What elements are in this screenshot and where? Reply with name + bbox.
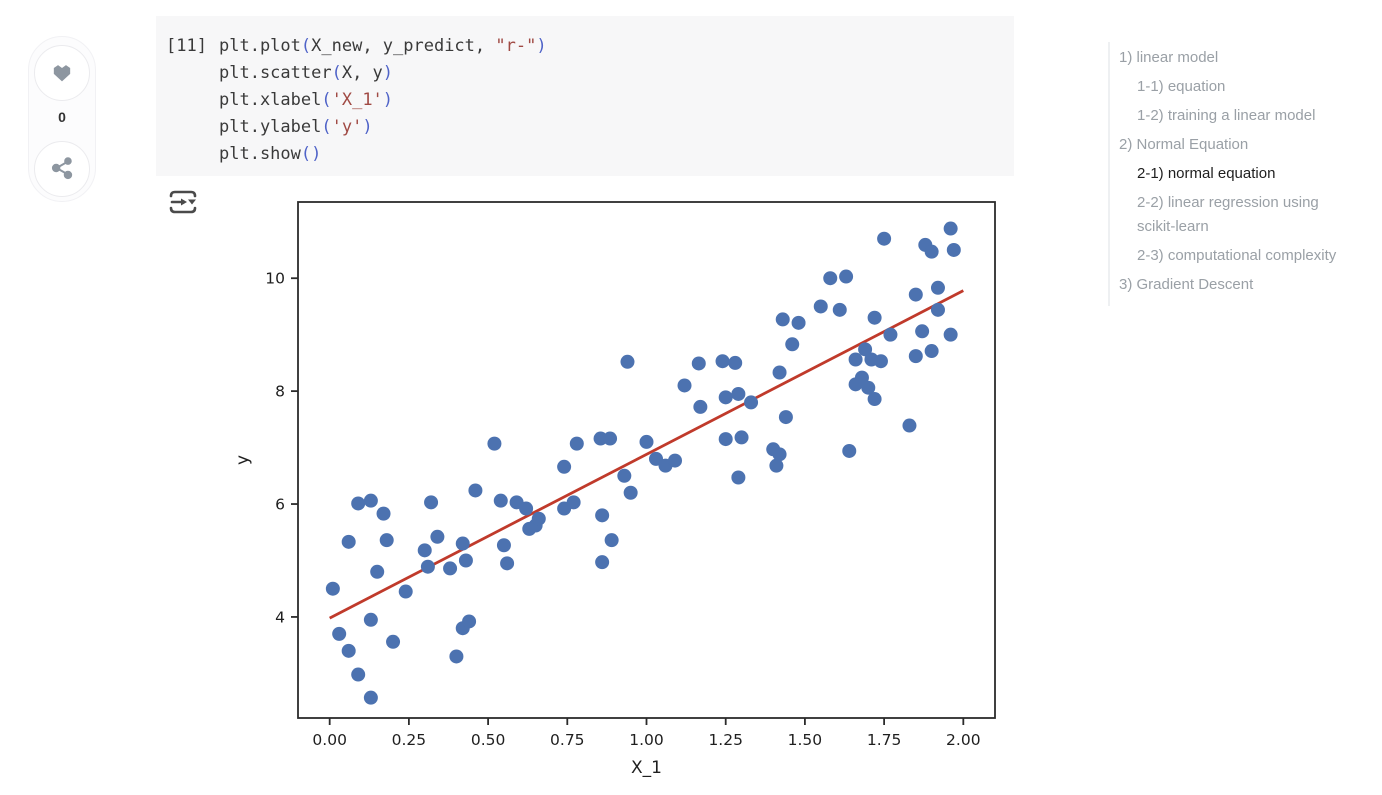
- code-token: "r-": [495, 36, 537, 56]
- x-tick-label: 1.25: [708, 731, 743, 749]
- regression-line: [329, 289, 964, 620]
- figure-output: 0.00 0.25 0.50 0.75 1.00 1.25 1.50 1.75 2.00 4 6 8 1…: [230, 190, 1030, 790]
- x-tick-label: 1.75: [867, 731, 902, 749]
- code-token: (: [331, 63, 342, 83]
- y-tick-label: 4: [275, 608, 285, 626]
- code-token: X, y: [341, 63, 383, 83]
- scatter-plot: 0.00 0.25 0.50 0.75 1.00 1.25 1.50 1.75 2.00 4 6 8 1…: [233, 201, 996, 778]
- x-tick-label: 1.00: [629, 731, 664, 749]
- table-of-contents: 1) linear model 1-1) equation 1-2) trainin…: [1108, 42, 1360, 306]
- code-token: (: [300, 36, 312, 56]
- code-token: ): [382, 90, 394, 110]
- code-token: ): [362, 117, 373, 137]
- y-tick-label: 6: [275, 496, 285, 514]
- code-content: plt.plot(X_new, y_predict, "r-") plt.sca…: [219, 33, 547, 168]
- y-axis-ticks: 4 6 8 10: [265, 270, 298, 626]
- code-token: ): [382, 63, 394, 83]
- code-token: ): [536, 36, 547, 56]
- axes-box: [297, 201, 996, 719]
- code-token: 'X_1': [331, 90, 383, 110]
- x-tick-label: 0.50: [471, 731, 506, 749]
- reaction-panel: 0: [28, 36, 96, 202]
- x-tick-label: 2.00: [946, 731, 981, 749]
- code-token: (: [321, 90, 332, 110]
- x-tick-label: 1.50: [788, 731, 823, 749]
- toc-item[interactable]: 2-3) computational complexity: [1137, 247, 1337, 264]
- code-token: (: [321, 117, 332, 137]
- y-axis-label: y: [233, 455, 253, 465]
- code-token: plt.show: [219, 144, 301, 164]
- code-token: ): [311, 144, 322, 164]
- share-button[interactable]: [34, 141, 90, 197]
- code-cell: [11] plt.plot(X_new, y_predict, "r-") pl…: [156, 16, 1014, 176]
- code-token: plt.plot: [219, 36, 301, 56]
- code-token: (: [300, 144, 312, 164]
- x-axis-label: X_1: [631, 758, 662, 778]
- toc-item[interactable]: 1-2) training a linear model: [1137, 107, 1316, 124]
- x-axis-ticks: 0.00 0.25 0.50 0.75 1.00 1.25 1.50 1.75 2.00: [312, 718, 981, 749]
- y-tick-label: 8: [275, 383, 285, 401]
- like-button[interactable]: [34, 45, 90, 101]
- like-count: 0: [58, 109, 66, 125]
- collapse-output-icon: [166, 190, 200, 219]
- toc-item[interactable]: 3) Gradient Descent: [1119, 276, 1254, 293]
- code-token: plt.scatter: [219, 63, 332, 83]
- code-token: plt.xlabel: [219, 90, 322, 110]
- x-tick-label: 0.25: [392, 731, 427, 749]
- code-token: 'y': [331, 117, 363, 137]
- toc-item-active[interactable]: 2-1) normal equation: [1137, 165, 1276, 182]
- toc-item[interactable]: 1) linear model: [1119, 49, 1219, 66]
- cell-prompt: [11]: [166, 36, 207, 56]
- y-tick-label: 10: [265, 270, 285, 288]
- toc-item[interactable]: 1-1) equation: [1137, 78, 1226, 95]
- output-toggle-button[interactable]: [164, 188, 202, 218]
- heart-icon: [48, 58, 76, 89]
- code-token: X_new, y_predict,: [311, 36, 496, 56]
- toc-item[interactable]: 2) Normal Equation: [1119, 136, 1249, 153]
- code-token: plt.ylabel: [219, 117, 322, 137]
- toc-item[interactable]: 2-2) linear regression using scikit-lear…: [1137, 194, 1319, 235]
- x-tick-label: 0.75: [550, 731, 585, 749]
- scatter-points: [325, 221, 961, 705]
- x-tick-label: 0.00: [312, 731, 347, 749]
- share-icon: [49, 155, 75, 184]
